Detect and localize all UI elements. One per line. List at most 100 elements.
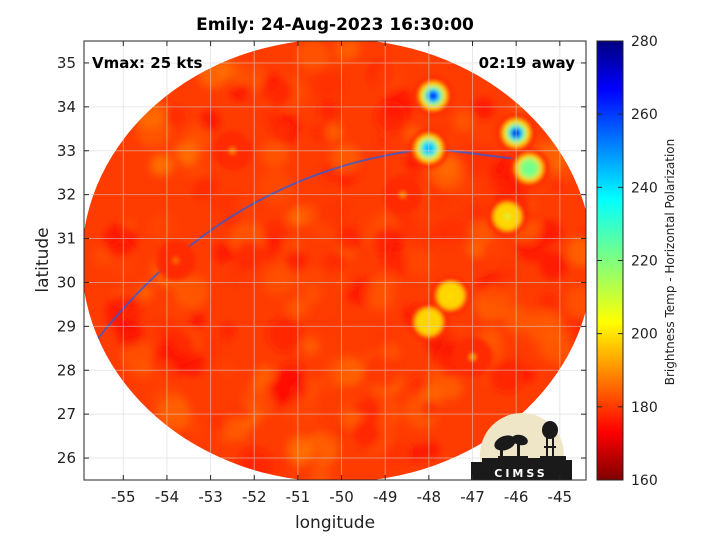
texture-blob — [308, 122, 331, 145]
grid-lines — [84, 41, 586, 480]
texture-blob — [539, 251, 568, 280]
texture-blob — [165, 106, 187, 128]
x-tick-label: -45 — [548, 488, 573, 506]
colorbar-tick-label: 220 — [631, 254, 658, 270]
texture-blob — [470, 122, 496, 148]
texture-blob — [370, 288, 394, 312]
texture-blob — [122, 340, 155, 373]
texture-blob — [292, 203, 315, 227]
texture-blob — [330, 144, 360, 174]
texture-blob — [229, 84, 247, 102]
texture-blob — [311, 68, 345, 102]
y-tick-label: 32 — [57, 186, 76, 204]
colorbar-tick-label: 180 — [631, 400, 658, 416]
texture-blob — [467, 241, 485, 259]
x-tick-label: -54 — [155, 488, 180, 506]
texture-blob — [301, 336, 320, 355]
texture-blob — [415, 183, 450, 219]
texture-blob — [219, 428, 236, 444]
texture-blob — [363, 215, 380, 231]
texture-blob — [314, 375, 331, 392]
texture-blob — [567, 236, 586, 267]
texture-blob — [270, 457, 288, 476]
x-axis-ticks: -55 -54 -53 -52 -51 -50 -49 -48 -47 -46 -45 — [111, 41, 572, 506]
logo-building — [471, 456, 572, 480]
texture-blob — [318, 100, 341, 122]
swath-seam — [96, 147, 521, 341]
texture-blob — [328, 268, 352, 292]
colorbar-label: Brightness Temp - Horizontal Polarizatio… — [663, 139, 677, 386]
colorbar-tick-label: 240 — [631, 180, 658, 196]
texture-blob — [174, 274, 209, 309]
x-tick-label: -55 — [111, 488, 136, 506]
texture-blob — [151, 153, 175, 177]
texture-blob — [187, 311, 205, 329]
texture-blob — [266, 316, 303, 353]
texture-blob — [157, 396, 192, 430]
texture-blob — [405, 247, 433, 276]
texture-blob — [322, 423, 338, 439]
texture-blob — [220, 362, 234, 377]
texture-blob — [174, 140, 199, 164]
texture-blob — [310, 466, 332, 480]
texture-blob — [522, 369, 536, 383]
swath-texture — [93, 41, 586, 480]
texture-blob — [565, 286, 586, 318]
texture-blob — [152, 360, 175, 383]
texture-blob — [380, 342, 400, 362]
water-tower-icon — [542, 421, 558, 458]
y-axis-label: latitude — [33, 227, 53, 292]
feature-core — [173, 258, 179, 263]
texture-blob — [220, 328, 234, 343]
texture-blob — [538, 220, 563, 245]
texture-blob — [242, 386, 275, 419]
texture-blob — [376, 400, 403, 426]
x-axis-label: longitude — [295, 513, 375, 533]
texture-blob — [297, 264, 328, 295]
cimss-logo: CIMSS — [471, 413, 572, 480]
texture-blob — [376, 269, 399, 292]
x-tick-label: -47 — [460, 488, 485, 506]
texture-blob — [472, 97, 495, 120]
vmax-annotation: Vmax: 25 kts — [92, 54, 202, 72]
texture-blob — [421, 398, 440, 417]
texture-blob — [434, 215, 467, 248]
texture-blob — [154, 319, 179, 344]
y-tick-label: 29 — [57, 317, 76, 335]
y-tick-label: 28 — [57, 361, 76, 379]
texture-blob — [410, 377, 425, 392]
texture-blob — [325, 124, 342, 141]
x-tick-label: -53 — [198, 488, 223, 506]
y-axis-ticks: 26 27 28 29 30 31 32 33 34 35 — [57, 54, 586, 467]
texture-blob — [373, 62, 403, 92]
texture-blob — [285, 395, 319, 429]
texture-blob — [258, 170, 294, 206]
texture-blob — [285, 250, 307, 272]
y-tick-label: 30 — [57, 273, 76, 291]
texture-blob — [543, 332, 574, 364]
texture-blob — [116, 319, 144, 348]
texture-blob — [136, 284, 154, 301]
chart-title: Emily: 24-Aug-2023 16:30:00 — [196, 15, 474, 35]
texture-blob — [538, 291, 560, 314]
logo-text: CIMSS — [494, 467, 547, 480]
texture-blob — [93, 246, 112, 266]
x-tick-label: -49 — [373, 488, 398, 506]
texture-blob — [453, 111, 474, 132]
texture-blob — [441, 238, 466, 263]
texture-blob — [209, 206, 227, 224]
texture-blob — [255, 365, 274, 385]
texture-blob — [364, 353, 401, 389]
texture-blob — [375, 136, 389, 149]
texture-blob — [234, 240, 263, 269]
texture-blob — [331, 41, 348, 47]
texture-blob — [319, 196, 352, 229]
y-tick-label: 27 — [57, 405, 76, 423]
texture-blob — [374, 100, 408, 134]
texture-blob — [550, 177, 566, 193]
texture-blob — [261, 141, 289, 168]
texture-blob — [232, 404, 251, 423]
colorbar-tick-label: 200 — [631, 327, 658, 343]
texture-blob — [148, 212, 177, 241]
colorbar-tick-label: 260 — [631, 107, 658, 123]
